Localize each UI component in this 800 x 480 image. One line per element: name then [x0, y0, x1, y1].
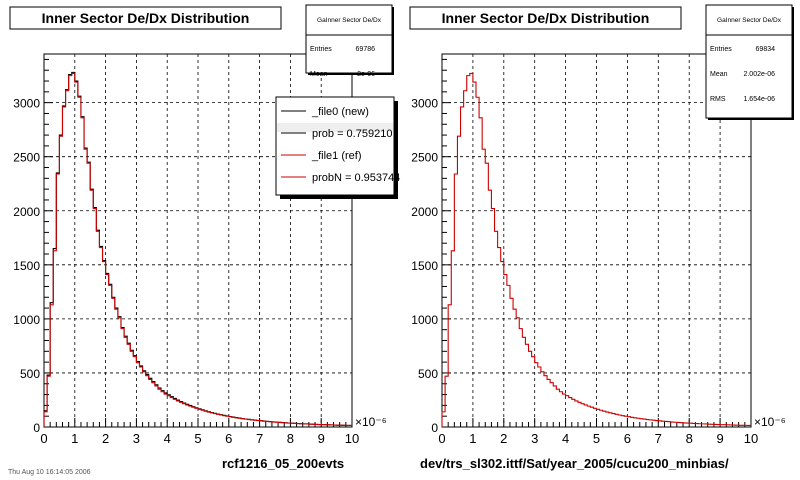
y-tick-label: 0	[431, 421, 438, 435]
y-tick-label: 3000	[411, 97, 438, 111]
x-tick-label: 6	[225, 431, 232, 446]
y-tick-label: 3000	[13, 97, 40, 111]
x-tick-label: 5	[593, 431, 600, 446]
x-exponent-label: ×10⁻⁶	[754, 415, 786, 429]
chart-title: Inner Sector De/Dx Distribution	[442, 10, 650, 26]
x-tick-label: 4	[164, 431, 171, 446]
x-axis-label: dev/trs_sl302.ittf/Sat/year_2005/cucu200…	[420, 456, 729, 471]
stats-box	[305, 4, 393, 74]
y-tick-label: 2000	[411, 205, 438, 219]
stats-value: 69834	[756, 46, 776, 53]
x-tick-label: 1	[71, 431, 78, 446]
y-tick-label: 1500	[13, 259, 40, 273]
y-tick-label: 2500	[411, 151, 438, 165]
x-tick-label: 7	[256, 431, 263, 446]
chart-title: Inner Sector De/Dx Distribution	[42, 10, 250, 26]
x-tick-label: 9	[716, 431, 723, 446]
chart-panel-2: 0 1 2 3 4 5 6 7 8 9 10 0 500 1000 1500 2000 2500 3000 ×10⁻…	[409, 4, 794, 471]
x-tick-label: 5	[194, 431, 201, 446]
footer-timestamp: Thu Aug 10 16:14:05 2006	[8, 469, 91, 476]
legend-entry: prob = 0.759210	[312, 128, 392, 140]
stats-name: GaInner Sector De/Dx	[317, 17, 382, 24]
legend-box	[275, 96, 395, 196]
chart-panel-1: 0 1 2 3 4 5 6 7 8 9 10 0 500 1000 1500 2000 2500 3000 ×10⁻…	[9, 4, 400, 471]
stats-label: Mean	[310, 71, 328, 78]
stats-value: 69786	[356, 46, 376, 53]
y-tick-label: 2500	[13, 151, 40, 165]
x-tick-label: 3	[133, 431, 140, 446]
stats-value: 2e-06	[357, 71, 375, 78]
chart-title-box	[9, 6, 282, 30]
legend-entry: _file1 (ref)	[311, 150, 362, 162]
y-tick-label: 1000	[411, 313, 438, 327]
x-tick-label: 0	[40, 431, 47, 446]
y-tick-label: 500	[20, 367, 40, 381]
stats-label: Mean	[710, 71, 728, 78]
x-tick-label: 10	[345, 431, 359, 446]
series-line-1	[441, 72, 751, 427]
x-tick-label: 8	[287, 431, 294, 446]
x-tick-label: 9	[318, 431, 325, 446]
stats-label: Entries	[310, 46, 332, 53]
stats-value: 1.654e-06	[743, 96, 775, 103]
legend-entry: probN = 0.953744	[312, 172, 400, 184]
x-tick-label: 3	[531, 431, 538, 446]
x-exponent-label: ×10⁻⁶	[355, 415, 387, 429]
y-tick-label: 0	[33, 421, 40, 435]
x-tick-label: 2	[500, 431, 507, 446]
x-tick-label: 7	[655, 431, 662, 446]
series-line-2	[43, 72, 352, 427]
x-tick-label: 4	[562, 431, 569, 446]
legend-fill-band	[277, 123, 393, 132]
x-tick-label: 2	[102, 431, 109, 446]
y-tick-label: 1500	[411, 259, 438, 273]
stats-name: GaInner Sector De/Dx	[717, 17, 782, 24]
x-tick-label: 1	[469, 431, 476, 446]
x-axis-label: rcf1216_05_200evts	[222, 456, 344, 471]
y-tick-label: 2000	[13, 205, 40, 219]
stats-label: Entries	[710, 46, 732, 53]
stats-box	[705, 4, 793, 119]
y-tick-label: 500	[418, 367, 438, 381]
x-tick-label: 6	[624, 431, 631, 446]
legend-entry: _file0 (new)	[311, 106, 369, 118]
chart-title-box	[409, 6, 682, 30]
stats-label: RMS	[710, 96, 726, 103]
x-tick-label: 8	[686, 431, 693, 446]
y-tick-label: 1000	[13, 313, 40, 327]
x-tick-label: 10	[744, 431, 758, 446]
x-tick-label: 0	[438, 431, 445, 446]
stats-value: 2.002e-06	[743, 71, 775, 78]
